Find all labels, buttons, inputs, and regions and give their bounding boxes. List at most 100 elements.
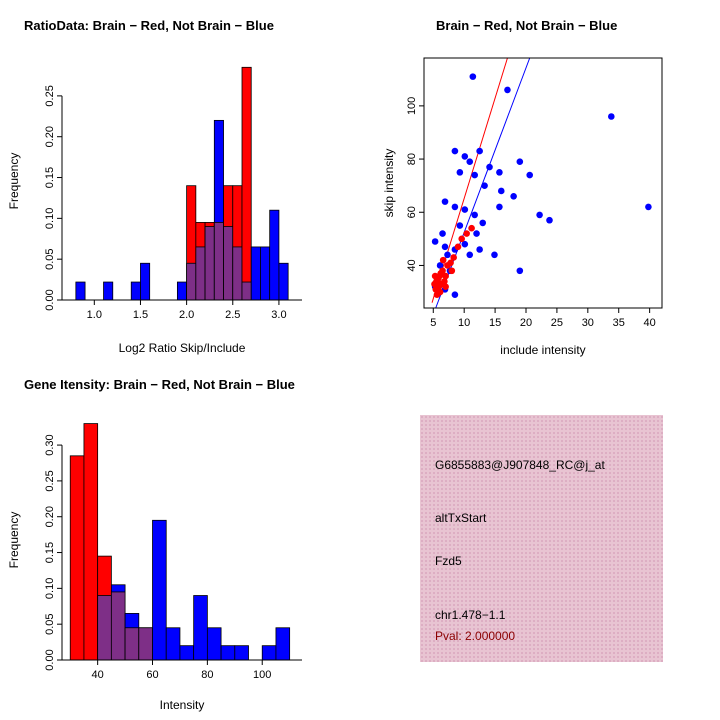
hist-bar — [261, 645, 277, 661]
scatter-point-blue — [441, 243, 449, 251]
gene-hist-xlabel: Intensity — [159, 698, 205, 712]
gene-hist-title: Gene Itensity: Brain − Red, Not Brain − … — [24, 377, 295, 392]
gene-hist-ylabel: Frequency — [7, 511, 21, 569]
tick-label: 0.20 — [44, 506, 56, 527]
hist-bar — [234, 645, 249, 661]
tick-label: 5 — [430, 317, 436, 329]
tick-label: 0.10 — [44, 578, 56, 599]
hist-bar — [179, 645, 195, 661]
tick-label: 0.25 — [44, 470, 56, 491]
probe-id-text: G6855883@J907848_RC@j_at — [435, 458, 605, 472]
scatter-point-red — [463, 230, 470, 237]
tick-label: 80 — [406, 153, 418, 165]
scatter-point-blue — [486, 163, 493, 171]
scatter-point-blue — [471, 171, 478, 179]
scatter-point-red — [448, 267, 456, 275]
scatter-title: Brain − Red, Not Brain − Blue — [436, 18, 618, 33]
tick-label: 0.30 — [44, 434, 56, 455]
scatter-point-red — [431, 272, 439, 280]
tick-label: 0.10 — [44, 208, 56, 229]
gene-info-panel: G6855883@J907848_RC@j_at altTxStart Fzd5… — [420, 415, 663, 662]
scatter-point-red — [439, 256, 447, 264]
scatter-point-blue — [510, 192, 517, 200]
scatter-point-blue — [546, 216, 553, 224]
hist-bar-overlap — [195, 246, 206, 301]
scatter-point-red — [447, 259, 454, 267]
hist-bar — [275, 627, 291, 661]
scatter-point-blue — [608, 113, 615, 120]
tick-label: 0.00 — [44, 649, 56, 670]
hist-bar — [278, 262, 289, 301]
tick-label: 0.05 — [44, 613, 56, 634]
scatter-point-red — [442, 283, 449, 291]
scatter-point-blue — [451, 147, 459, 155]
scatter-point-blue — [441, 198, 449, 205]
tick-label: 1.5 — [133, 309, 148, 321]
scatter-point-blue — [496, 169, 503, 176]
scatter-ylabel: skip intensity — [382, 148, 396, 218]
scatter-point-red — [454, 243, 462, 251]
scatter-point-red — [468, 224, 475, 232]
tick-label: 60 — [146, 669, 158, 681]
tick-label: 60 — [406, 206, 418, 218]
ratio-hist-ylabel: Frequency — [7, 152, 21, 210]
tick-label: 2.0 — [179, 309, 194, 321]
tick-label: 0.15 — [44, 542, 56, 563]
ratio-hist-xlabel: Log2 Ratio Skip/Include — [118, 341, 246, 355]
scatter-point-blue — [473, 230, 480, 237]
tick-label: 40 — [406, 259, 418, 271]
scatter-point-blue — [645, 203, 652, 211]
event-type-text: altTxStart — [435, 511, 487, 525]
hist-bar-overlap — [232, 246, 243, 301]
tick-label: 20 — [520, 317, 532, 329]
scatter-point-blue — [479, 219, 487, 227]
ratio_hist-chart: 1.0 1.5 2.0 2.5 3.0 0.00 0.05 0.10 0.15 0.20 0.25 — [44, 66, 302, 321]
hist-bar — [130, 281, 141, 301]
hist-bar — [69, 455, 85, 661]
hist-bar-overlap — [241, 281, 252, 301]
hist-bar — [83, 423, 99, 661]
scatter-point-blue — [526, 171, 534, 179]
chromosome-location-text: chr1.478−1.1 — [435, 608, 506, 622]
hist-bar — [260, 246, 271, 301]
scatter-point-blue — [516, 158, 524, 166]
scatter-point-blue — [461, 240, 469, 248]
hist-bar — [269, 209, 280, 301]
scatter-point-blue — [436, 262, 444, 269]
tick-label: 80 — [201, 669, 213, 681]
tick-label: 0.15 — [44, 167, 56, 188]
hist-bar — [250, 246, 261, 301]
hist-bar — [103, 281, 114, 301]
scatter-point-red — [458, 235, 466, 243]
scatter-point-blue — [461, 153, 469, 160]
scatter-point-blue — [444, 251, 451, 259]
tick-label: 40 — [644, 317, 656, 329]
scatter-point-blue — [451, 203, 459, 211]
scatter-point-blue — [471, 211, 478, 219]
tick-label: 2.5 — [225, 309, 240, 321]
hist-bar — [75, 281, 86, 301]
scatter-point-red — [442, 272, 449, 280]
scatter-point-blue — [466, 251, 474, 259]
scatter-point-blue — [466, 158, 474, 166]
pval-text: Pval: 2.000000 — [435, 629, 516, 643]
hist-bar — [176, 281, 188, 301]
gene_hist-chart: 40 60 80 100 0.00 0.05 0.10 0.15 0.20 0.25 0.30 — [44, 423, 302, 681]
red-fit-line — [431, 57, 508, 303]
tick-label: 100 — [253, 669, 271, 681]
tick-label: 0.05 — [44, 248, 56, 269]
tick-label: 3.0 — [271, 309, 286, 321]
hist-bar — [206, 627, 222, 661]
scatter-point-blue — [469, 73, 477, 80]
scatter-point-red — [436, 288, 444, 296]
scatter-point-red — [450, 254, 457, 261]
hist-bar — [220, 645, 236, 661]
scatter-point-blue — [491, 251, 498, 259]
tick-label: 100 — [406, 97, 418, 115]
scatter-point-blue — [476, 246, 483, 253]
scatter-point-blue — [456, 169, 464, 176]
tick-label: 15 — [489, 317, 501, 329]
tick-label: 40 — [92, 669, 104, 681]
scatter-point-red — [439, 267, 446, 275]
